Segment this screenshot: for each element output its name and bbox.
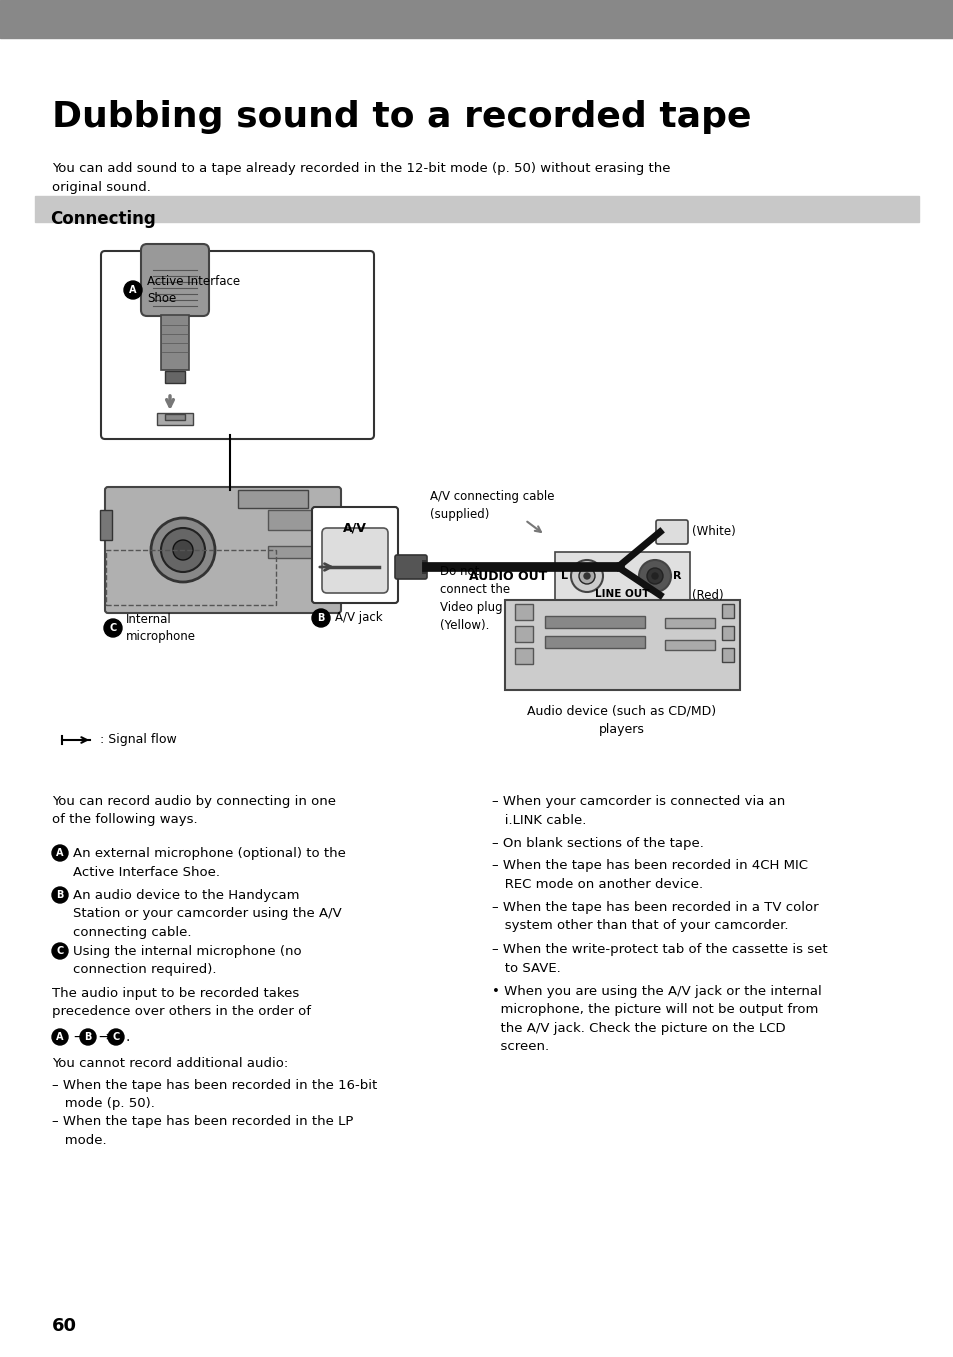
- FancyBboxPatch shape: [395, 555, 427, 579]
- Circle shape: [312, 609, 330, 627]
- Text: • When you are using the A/V jack or the internal
  microphone, the picture will: • When you are using the A/V jack or the…: [492, 985, 821, 1053]
- Circle shape: [639, 560, 670, 592]
- Bar: [237, 490, 308, 508]
- Bar: [268, 510, 313, 531]
- Bar: [555, 552, 689, 600]
- Bar: [664, 641, 714, 650]
- Circle shape: [52, 845, 68, 860]
- Bar: [165, 370, 185, 383]
- Text: →: →: [73, 1030, 85, 1044]
- Circle shape: [80, 1029, 96, 1045]
- Text: – On blank sections of the tape.: – On blank sections of the tape.: [492, 837, 703, 849]
- Text: An external microphone (optional) to the
Active Interface Shoe.: An external microphone (optional) to the…: [73, 847, 346, 878]
- Text: (Red): (Red): [691, 589, 723, 601]
- Text: An audio device to the Handycam
Station or your camcorder using the A/V
connecti: An audio device to the Handycam Station …: [73, 889, 341, 939]
- Text: A: A: [56, 848, 64, 858]
- FancyBboxPatch shape: [656, 520, 687, 544]
- Bar: [100, 510, 112, 540]
- Text: – When the tape has been recorded in a TV color
   system other than that of you: – When the tape has been recorded in a T…: [492, 901, 818, 932]
- Bar: [664, 617, 714, 628]
- Circle shape: [108, 1029, 124, 1045]
- Text: Audio device (such as CD/MD)
players: Audio device (such as CD/MD) players: [527, 706, 716, 735]
- Bar: [515, 649, 533, 664]
- Text: Dubbing sound to a recorded tape: Dubbing sound to a recorded tape: [52, 100, 751, 134]
- Bar: [0, 0, 953, 38]
- Text: C: C: [56, 946, 64, 955]
- Text: C: C: [110, 623, 116, 632]
- Circle shape: [646, 569, 662, 584]
- Bar: [165, 414, 185, 421]
- Circle shape: [104, 619, 122, 636]
- Bar: [161, 315, 189, 370]
- Text: Connecting: Connecting: [50, 210, 155, 228]
- Text: – When the tape has been recorded in 4CH MIC
   REC mode on another device.: – When the tape has been recorded in 4CH…: [492, 859, 807, 890]
- Text: A/V connecting cable
(supplied): A/V connecting cable (supplied): [430, 490, 554, 521]
- Text: AUDIO OUT: AUDIO OUT: [468, 570, 546, 582]
- Bar: [544, 616, 644, 628]
- FancyBboxPatch shape: [656, 584, 687, 607]
- Text: B: B: [317, 613, 324, 623]
- Circle shape: [172, 540, 193, 560]
- Text: A/V: A/V: [343, 521, 367, 535]
- FancyBboxPatch shape: [101, 251, 374, 440]
- Bar: [504, 600, 740, 689]
- Circle shape: [52, 943, 68, 959]
- Text: B: B: [56, 890, 64, 900]
- Circle shape: [578, 569, 595, 584]
- Bar: [721, 649, 733, 662]
- Text: – When your camcorder is connected via an
   i.LINK cable.: – When your camcorder is connected via a…: [492, 795, 784, 826]
- Text: (White): (White): [691, 525, 735, 539]
- Text: Using the internal microphone (no
connection required).: Using the internal microphone (no connec…: [73, 944, 301, 977]
- Bar: [157, 413, 193, 425]
- Bar: [268, 546, 313, 558]
- Text: R: R: [672, 571, 680, 581]
- Text: A/V jack: A/V jack: [335, 612, 382, 624]
- Bar: [35, 195, 918, 223]
- Circle shape: [151, 518, 214, 582]
- Text: Active Interface
Shoe: Active Interface Shoe: [147, 275, 240, 305]
- Text: .: .: [126, 1030, 131, 1044]
- FancyBboxPatch shape: [105, 487, 340, 613]
- Text: You can add sound to a tape already recorded in the 12-bit mode (p. 50) without : You can add sound to a tape already reco…: [52, 161, 670, 194]
- Bar: [544, 636, 644, 649]
- Text: You cannot record additional audio:: You cannot record additional audio:: [52, 1057, 288, 1071]
- FancyBboxPatch shape: [322, 528, 388, 593]
- Circle shape: [571, 560, 602, 592]
- Text: – When the tape has been recorded in the LP
   mode.: – When the tape has been recorded in the…: [52, 1115, 353, 1147]
- Text: A: A: [56, 1033, 64, 1042]
- Text: You can record audio by connecting in one
of the following ways.: You can record audio by connecting in on…: [52, 795, 335, 826]
- Text: L: L: [561, 571, 568, 581]
- Text: – When the tape has been recorded in the 16-bit
   mode (p. 50).: – When the tape has been recorded in the…: [52, 1079, 376, 1110]
- FancyBboxPatch shape: [141, 244, 209, 316]
- Circle shape: [52, 1029, 68, 1045]
- Bar: [721, 626, 733, 641]
- Circle shape: [52, 887, 68, 902]
- FancyBboxPatch shape: [312, 508, 397, 603]
- Text: Do not
connect the
Video plug
(Yellow).: Do not connect the Video plug (Yellow).: [439, 565, 510, 632]
- Text: Internal
microphone: Internal microphone: [126, 613, 195, 643]
- Circle shape: [583, 573, 589, 579]
- Bar: [421, 560, 427, 574]
- Bar: [106, 550, 275, 605]
- Text: →: →: [98, 1030, 110, 1044]
- Text: 60: 60: [52, 1318, 77, 1335]
- Text: The audio input to be recorded takes
precedence over others in the order of: The audio input to be recorded takes pre…: [52, 987, 311, 1019]
- Text: B: B: [84, 1033, 91, 1042]
- Bar: [721, 604, 733, 617]
- Circle shape: [651, 573, 658, 579]
- Circle shape: [161, 528, 205, 573]
- Text: A: A: [129, 285, 136, 294]
- Bar: [515, 626, 533, 642]
- Circle shape: [124, 281, 142, 299]
- Bar: [515, 604, 533, 620]
- Text: C: C: [112, 1033, 119, 1042]
- Text: : Signal flow: : Signal flow: [100, 734, 176, 746]
- Text: – When the write-protect tab of the cassette is set
   to SAVE.: – When the write-protect tab of the cass…: [492, 943, 827, 974]
- Text: LINE OUT: LINE OUT: [594, 589, 649, 598]
